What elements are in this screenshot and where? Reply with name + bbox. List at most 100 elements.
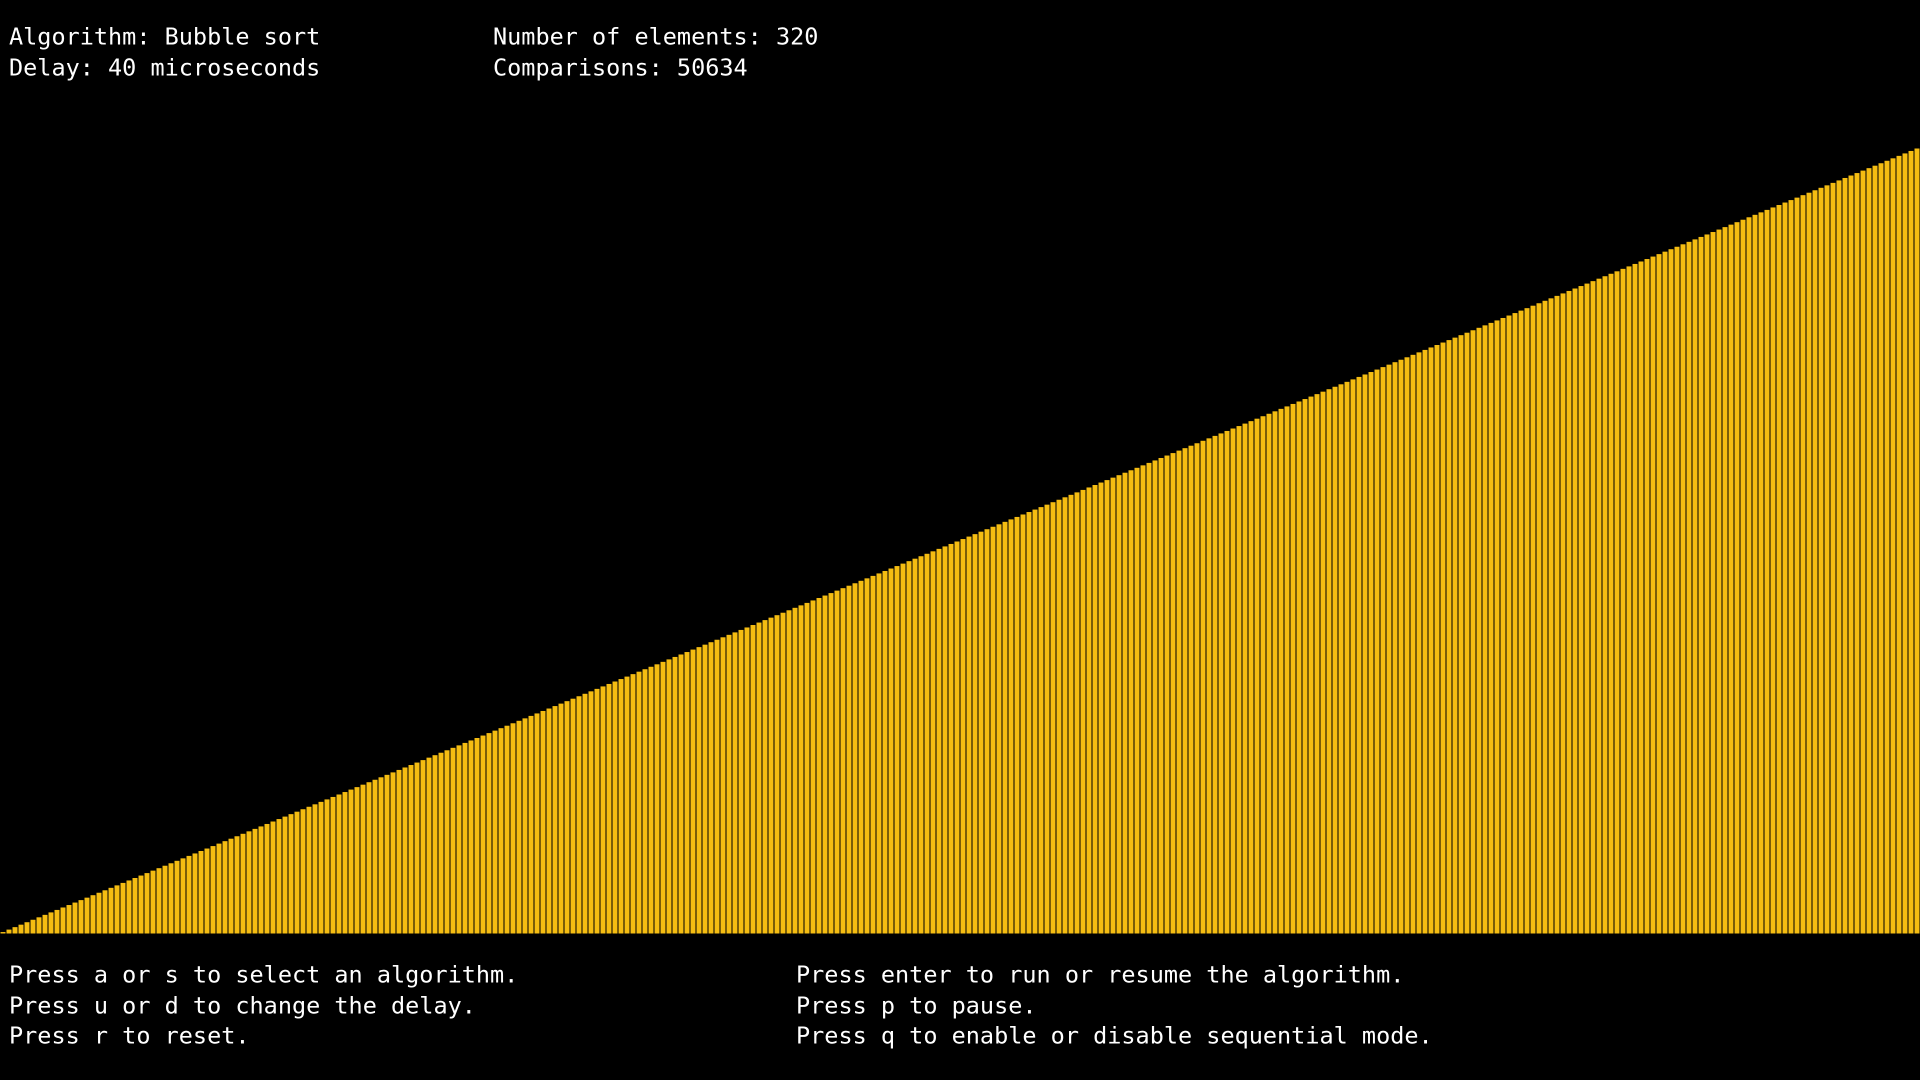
bar	[1253, 417, 1261, 935]
bar	[197, 849, 205, 935]
bar	[767, 616, 775, 935]
bar	[851, 582, 859, 935]
bar	[587, 690, 595, 935]
bar	[395, 768, 403, 935]
help-text: Press p to pause.	[796, 992, 1037, 1020]
bar	[71, 901, 79, 935]
bar	[989, 525, 997, 935]
bar	[1637, 260, 1645, 935]
bar	[569, 697, 577, 935]
bar	[1877, 162, 1885, 935]
bar	[1295, 400, 1303, 935]
bar	[467, 739, 475, 935]
bar	[143, 872, 151, 935]
bar	[95, 891, 103, 935]
bar	[1463, 331, 1471, 935]
bar	[1907, 149, 1915, 935]
bar	[563, 700, 571, 935]
bar	[977, 530, 985, 935]
bar	[1313, 393, 1321, 935]
bar	[1379, 366, 1387, 935]
bar	[263, 822, 271, 935]
bar	[1829, 181, 1837, 935]
bar	[1343, 380, 1351, 935]
bar	[959, 538, 967, 935]
bar	[1733, 221, 1741, 935]
bar	[1847, 174, 1855, 935]
bar	[1199, 439, 1207, 935]
bar	[701, 643, 709, 935]
bar	[803, 601, 811, 935]
bar	[257, 825, 265, 935]
bar	[1277, 407, 1285, 935]
bar	[227, 837, 235, 935]
bar	[629, 673, 637, 935]
bar	[485, 732, 493, 935]
bar	[299, 808, 307, 935]
bar	[839, 587, 847, 935]
bar	[1229, 427, 1237, 935]
bar	[1517, 309, 1525, 935]
bar	[341, 791, 349, 935]
bar	[137, 874, 145, 935]
bar	[1685, 240, 1693, 935]
bar	[5, 928, 13, 935]
bar	[1241, 422, 1249, 935]
bar	[1319, 390, 1327, 935]
bar	[0, 931, 7, 935]
bar	[443, 749, 451, 935]
bar	[1805, 191, 1813, 935]
bar	[503, 724, 511, 935]
bar	[1571, 287, 1579, 935]
bar	[719, 636, 727, 935]
bar	[1583, 282, 1591, 935]
bar	[191, 852, 199, 935]
bar	[1073, 491, 1081, 935]
bar	[1625, 265, 1633, 935]
bar	[527, 714, 535, 935]
bar	[1499, 316, 1507, 935]
bar	[941, 545, 949, 935]
bar	[1673, 245, 1681, 935]
bar	[1061, 496, 1069, 935]
help-text: Press u or d to change the delay.	[9, 992, 476, 1020]
bar	[1799, 194, 1807, 935]
bar	[1655, 253, 1663, 935]
bar	[1433, 344, 1441, 935]
bar	[491, 729, 499, 935]
bar	[893, 565, 901, 935]
bar	[1115, 474, 1123, 935]
bar	[35, 916, 43, 935]
bar	[1169, 452, 1177, 935]
bar	[671, 655, 679, 935]
bar	[1697, 235, 1705, 935]
bar	[1481, 324, 1489, 935]
bar	[1559, 292, 1567, 935]
bar	[785, 609, 793, 935]
bar	[365, 781, 373, 935]
bar	[1037, 506, 1045, 935]
bar	[455, 744, 463, 935]
bar	[101, 889, 109, 935]
bar	[521, 717, 529, 935]
bar	[1097, 481, 1105, 935]
bar	[1457, 334, 1465, 935]
bar	[1421, 348, 1429, 935]
bar	[1589, 280, 1597, 935]
bar	[1397, 358, 1405, 935]
bar	[695, 646, 703, 935]
bar	[605, 682, 613, 935]
bar	[53, 908, 61, 935]
bar	[17, 923, 25, 935]
bar	[77, 899, 85, 935]
bar	[1103, 479, 1111, 935]
bar	[1415, 351, 1423, 935]
bar	[545, 707, 553, 935]
bar	[179, 857, 187, 935]
bar	[1793, 196, 1801, 935]
bar	[947, 542, 955, 935]
bar	[1331, 385, 1339, 935]
bar	[1577, 285, 1585, 935]
bar	[1205, 437, 1213, 935]
